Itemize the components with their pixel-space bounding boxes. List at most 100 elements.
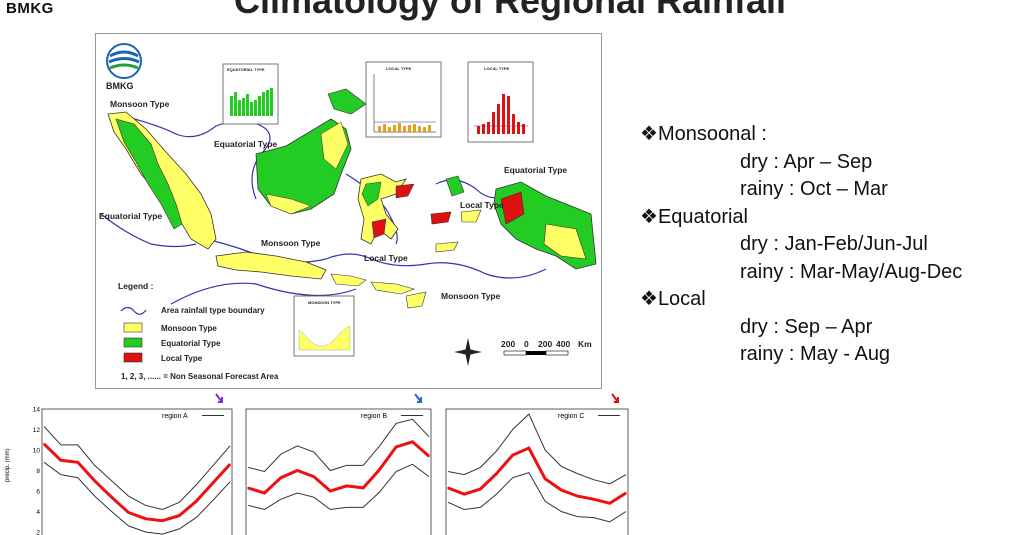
label-monsoon-nw: Monsoon Type bbox=[110, 99, 170, 109]
monsoonal-title: Monsoonal : bbox=[657, 123, 767, 145]
legend-title: Legend : bbox=[118, 281, 154, 291]
scale-unit: Km bbox=[578, 339, 592, 349]
arrow-icon bbox=[611, 393, 619, 403]
java-island bbox=[215, 251, 427, 309]
chart-frame bbox=[245, 408, 432, 535]
data-point bbox=[93, 479, 96, 482]
data-point bbox=[161, 519, 164, 522]
legend-monsoon-swatch bbox=[123, 322, 143, 333]
data-point bbox=[229, 463, 231, 466]
data-point bbox=[463, 493, 465, 495]
arrow-icon bbox=[414, 393, 422, 403]
series-upper-line bbox=[43, 426, 231, 511]
data-point bbox=[560, 489, 563, 491]
data-point bbox=[280, 476, 282, 479]
scale-tick-2: 200 bbox=[538, 339, 552, 349]
data-point bbox=[212, 482, 214, 484]
page-title: Climatology of Regional Rainfall bbox=[233, 0, 787, 21]
y-tick-label: 10 bbox=[33, 448, 41, 455]
chart-legend-label: region A bbox=[162, 413, 188, 420]
label-local-maluku: Local Type bbox=[460, 200, 504, 210]
y-tick-label: 2 bbox=[36, 530, 40, 535]
inset-equatorial-title: EQUATORIAL TYPE bbox=[227, 67, 265, 72]
inset-local-chart-2: LOCAL TYPE bbox=[467, 61, 534, 143]
legend-equatorial-label: Equatorial Type bbox=[161, 339, 221, 348]
data-point bbox=[178, 514, 181, 517]
arrow-icon bbox=[215, 393, 223, 403]
data-point bbox=[263, 492, 266, 494]
data-point bbox=[43, 443, 45, 445]
data-point bbox=[428, 455, 430, 457]
inset-monsoon-title: MONSOON TYPE bbox=[308, 300, 341, 305]
label-equatorial-sumatra: Equatorial Type bbox=[99, 211, 162, 221]
series-mean-line bbox=[247, 440, 430, 495]
equatorial-title: Equatorial bbox=[657, 205, 748, 228]
data-point bbox=[378, 468, 381, 471]
papua-island bbox=[493, 181, 597, 270]
y-tick-label: 6 bbox=[36, 489, 40, 496]
y-tick-label: 12 bbox=[33, 427, 41, 434]
label-equatorial-papua: Equatorial Type bbox=[504, 165, 567, 175]
legend-monsoon-label: Monsoon Type bbox=[161, 324, 217, 333]
scale-tick-0: 200 bbox=[501, 339, 515, 349]
precip-axis-label: precip. (mm) bbox=[5, 448, 11, 482]
scale-tick-3: 400 bbox=[556, 339, 570, 349]
legend-local-label: Local Type bbox=[161, 354, 203, 363]
legend-boundary-label: Area rainfall type boundary bbox=[161, 306, 265, 315]
map-legend: Legend : Area rainfall type boundary Mon… bbox=[118, 281, 279, 381]
sulawesi-island bbox=[357, 173, 415, 245]
y-tick-label: 14 bbox=[33, 407, 41, 414]
chart-frame bbox=[445, 408, 629, 535]
local-dry: dry : Sep – Apr bbox=[740, 315, 873, 338]
regional-precip-charts: precip. (mm) 14 12 10 8 6 4 2 region A region B r… bbox=[5, 393, 629, 535]
data-point bbox=[609, 502, 611, 505]
inset-monsoon-chart: MONSOON TYPE bbox=[293, 295, 355, 357]
y-tick-label: 4 bbox=[36, 509, 40, 516]
data-point bbox=[195, 500, 197, 503]
data-point bbox=[329, 490, 332, 492]
data-point bbox=[362, 487, 364, 489]
series-lower-line bbox=[43, 461, 231, 535]
equatorial-dry: dry : Jan-Feb/Jun-Jul bbox=[740, 233, 928, 255]
sumatra-island bbox=[107, 111, 217, 250]
bmkg-logo-icon: BMKG bbox=[106, 43, 142, 91]
legend-local-swatch bbox=[123, 352, 143, 363]
inset-local-1-title: LOCAL TYPE bbox=[386, 66, 412, 71]
data-point bbox=[528, 447, 530, 449]
data-point bbox=[127, 511, 130, 514]
legend-equatorial-swatch bbox=[123, 337, 143, 348]
series-upper-line bbox=[247, 418, 430, 473]
chart-frame bbox=[41, 408, 233, 535]
borneo-island bbox=[255, 88, 367, 215]
monsoonal-rainy: rainy : Oct – Mar bbox=[740, 178, 888, 200]
label-monsoon-south: Monsoon Type bbox=[441, 291, 501, 301]
data-point bbox=[144, 517, 147, 520]
chart-layer: 14 12 10 8 6 4 2 region A region B region C bbox=[33, 393, 629, 535]
climate-summary: ❖Monsoonal : dry : Apr – Sep rainy : Oct… bbox=[640, 121, 962, 369]
data-point bbox=[395, 446, 397, 448]
data-point bbox=[576, 495, 579, 497]
data-point bbox=[495, 472, 498, 475]
inset-equatorial-chart: EQUATORIAL TYPE bbox=[222, 63, 279, 125]
data-point bbox=[345, 485, 348, 487]
data-point bbox=[544, 477, 546, 480]
monsoonal-dry: dry : Apr – Sep bbox=[740, 150, 873, 173]
data-point bbox=[625, 492, 627, 494]
legend-note: 1, 2, 3, ...... = Non Seasonal Forecast … bbox=[121, 372, 279, 381]
inset-local-2-title: LOCAL TYPE bbox=[484, 66, 510, 71]
data-point bbox=[313, 475, 315, 478]
label-local-sulawesi: Local Type bbox=[364, 253, 408, 263]
data-point bbox=[60, 459, 62, 462]
label-monsoon-java: Monsoon Type bbox=[261, 238, 321, 248]
compass-icon bbox=[454, 338, 482, 366]
local-title: Local bbox=[657, 288, 706, 310]
map-logo-text: BMKG bbox=[106, 81, 134, 91]
y-tick-label: 8 bbox=[36, 468, 40, 475]
series-mean-line bbox=[42, 442, 232, 523]
series-lower-line bbox=[447, 472, 627, 523]
scale-bar: 200 0 200 400 Km bbox=[501, 339, 592, 356]
data-point bbox=[592, 498, 595, 500]
scale-tick-1: 0 bbox=[524, 339, 529, 349]
brand-label: BMKG bbox=[6, 0, 54, 17]
legend-boundary-swatch bbox=[120, 306, 147, 315]
